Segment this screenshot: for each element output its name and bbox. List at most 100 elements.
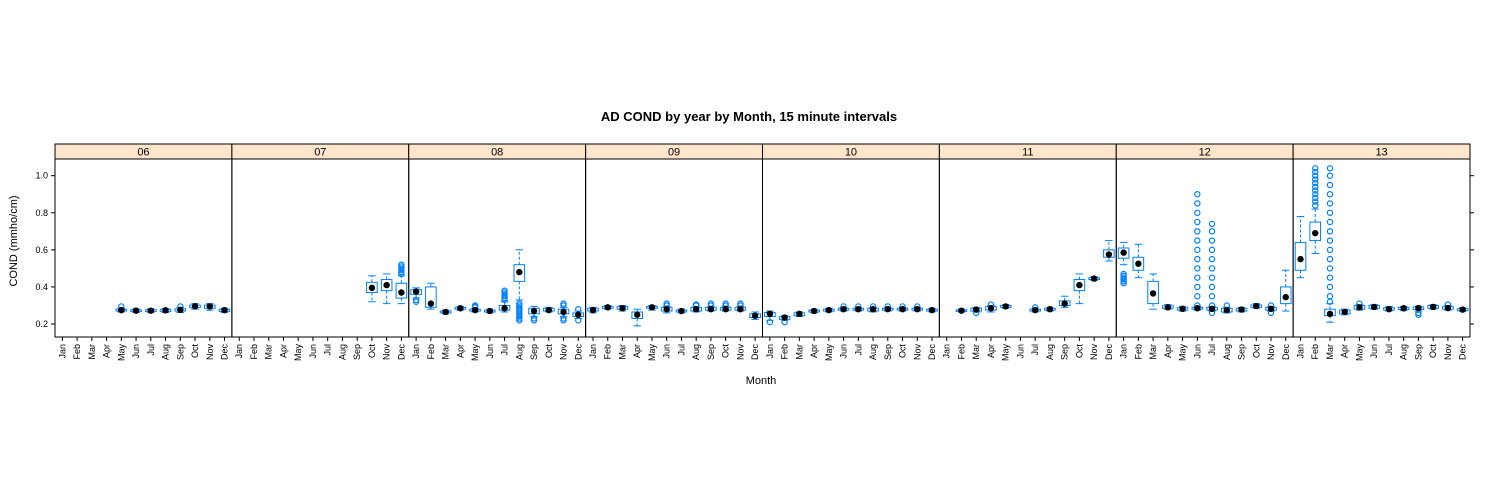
- x-tick-label: Apr: [1163, 344, 1173, 358]
- y-axis: 0.2 0.4 0.6 0.8 1.0: [35, 171, 1474, 329]
- median-point: [427, 300, 435, 307]
- outlier-point: [1326, 181, 1334, 189]
- strip-label: 12: [1199, 147, 1211, 159]
- x-tick-label: Jul: [1384, 344, 1394, 356]
- box-10-May: [823, 306, 835, 314]
- y-tick-label: 0.6: [35, 245, 48, 255]
- median-point: [973, 306, 980, 313]
- box-iqr: [1294, 241, 1307, 271]
- x-tick-label: Jan: [411, 344, 421, 359]
- median-point: [840, 305, 847, 313]
- box-10-Feb: [778, 314, 791, 326]
- y-tick-label: 1.0: [35, 171, 48, 181]
- median-point: [869, 305, 877, 313]
- box-iqr: [1279, 286, 1292, 305]
- outlier-point: [1312, 198, 1319, 205]
- median-point: [1090, 275, 1098, 282]
- outlier-point: [1326, 255, 1334, 263]
- median-point: [1370, 303, 1378, 311]
- median-point: [1076, 281, 1083, 289]
- box-08-Jun: [484, 307, 496, 315]
- x-tick-label: Apr: [455, 344, 465, 358]
- x-tick-label: Jan: [57, 344, 67, 359]
- outlier-point: [1194, 237, 1201, 244]
- box-10-Dec: [926, 306, 938, 314]
- outlier-point: [398, 261, 405, 268]
- panel-13: 13 Jan Feb Mar Apr May Jun Jul Aug Sep Oct Nov Dec: [1292, 143, 1471, 362]
- box-iqr: [366, 281, 378, 294]
- x-tick-label: Jul: [1207, 344, 1217, 356]
- median-point: [368, 284, 376, 292]
- box-13-Apr: [1338, 308, 1351, 316]
- median-point: [575, 311, 582, 318]
- box-11-Jul: [1029, 304, 1041, 314]
- x-tick-label: Apr: [632, 344, 642, 358]
- outlier-point: [1312, 202, 1319, 209]
- outlier-point: [1194, 200, 1201, 207]
- box-11-Mar: [970, 306, 983, 317]
- outlier-point: [1312, 179, 1319, 187]
- panel-frame: [231, 158, 410, 338]
- median-point: [678, 307, 685, 315]
- median-point: [928, 306, 936, 314]
- box-09-Nov: [734, 300, 747, 313]
- outlier-point: [1194, 191, 1201, 198]
- x-tick-label: Nov: [559, 344, 569, 361]
- outlier-point: [1326, 265, 1334, 272]
- box-08-Apr: [454, 305, 467, 312]
- outlier-point: [1326, 283, 1334, 291]
- outlier-point: [560, 300, 567, 307]
- box-10-Oct: [896, 303, 909, 313]
- box-08-Feb: [425, 282, 437, 310]
- median-point: [810, 307, 818, 315]
- panel-07: 07 Jan Feb Mar Apr May Jun Jul Aug Sep Oct Nov Dec: [231, 143, 410, 362]
- outlier-point: [1326, 274, 1334, 281]
- x-tick-label: Jun: [485, 344, 495, 359]
- median-point: [1149, 290, 1157, 297]
- x-tick-label: May: [293, 344, 303, 362]
- x-tick-label: Aug: [1222, 344, 1232, 360]
- median-point: [191, 303, 199, 310]
- x-tick-label: Oct: [367, 344, 377, 359]
- outlier-point: [1208, 237, 1216, 244]
- box-12-Apr: [1162, 304, 1174, 311]
- outlier-point: [1312, 168, 1319, 176]
- strip-label: 06: [137, 147, 149, 159]
- median-point: [987, 305, 995, 312]
- median-point: [486, 307, 494, 315]
- box-09-Jul: [675, 307, 688, 315]
- median-point: [162, 307, 169, 314]
- box-iqr: [1117, 247, 1130, 259]
- y-tick-label: 0.4: [35, 282, 48, 292]
- box-12-Jan: [1117, 241, 1130, 287]
- box-06-Dec: [218, 306, 231, 314]
- median-point: [1444, 304, 1452, 312]
- x-tick-label: Dec: [1458, 344, 1468, 361]
- median-point: [1267, 305, 1275, 313]
- x-tick-label: Oct: [1074, 344, 1084, 359]
- x-tick-label: Apr: [1340, 344, 1350, 358]
- x-tick-label: Jun: [1369, 344, 1379, 359]
- panel-08: 08 Jan Feb Mar Apr May Jun Jul Aug Sep Oct Nov Dec: [408, 143, 587, 361]
- median-point: [1415, 304, 1422, 312]
- median-point: [737, 305, 744, 313]
- outlier-point: [1312, 176, 1319, 183]
- median-point: [545, 306, 552, 314]
- x-tick-label: Jan: [234, 344, 244, 359]
- x-tick-label: May: [1354, 344, 1364, 362]
- x-tick-label: Aug: [691, 344, 701, 360]
- median-point: [722, 305, 729, 313]
- median-point: [383, 281, 390, 289]
- x-tick-label: Aug: [1399, 344, 1409, 360]
- median-point: [1120, 249, 1127, 256]
- outlier-point: [1326, 237, 1334, 244]
- box-iqr: [1309, 221, 1322, 242]
- median-point: [855, 305, 862, 313]
- box-07-Oct: [366, 275, 378, 303]
- box-10-Mar: [793, 310, 806, 318]
- panel-09: 09 Jan Feb Mar Apr May Jun Jul Aug Sep Oct Nov Dec: [585, 143, 763, 361]
- median-point: [1179, 305, 1186, 313]
- box-13-Dec: [1456, 306, 1469, 313]
- outlier-point: [1208, 293, 1216, 300]
- x-tick-label: May: [1178, 344, 1188, 362]
